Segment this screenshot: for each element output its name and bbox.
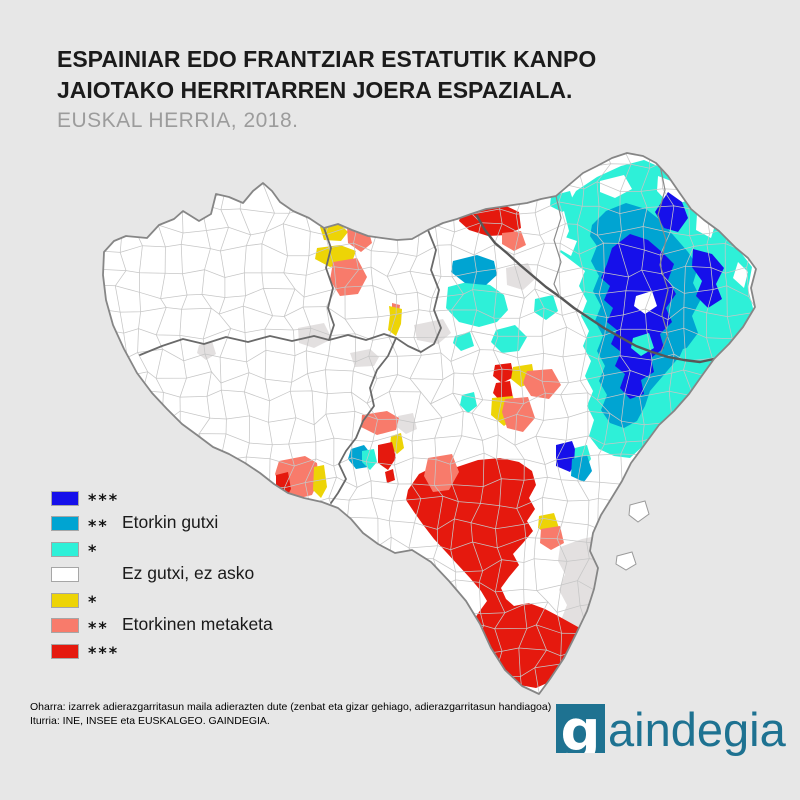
legend: *** ** Etorkin gutxi * Ez gutxi, ez asko * ** E… <box>51 487 311 667</box>
title-block: ESPAINIAR EDO FRANTZIAR ESTATUTIK KANPO … <box>57 44 596 133</box>
legend-row: * <box>51 589 96 611</box>
footer-source-line: Iturria: INE, INSEE eta EUSKALGEO. GAIND… <box>30 714 270 727</box>
legend-row: Ez gutxi, ez asko <box>51 563 254 586</box>
legend-stars: ** <box>88 515 109 535</box>
page-subtitle: EUSKAL HERRIA, 2018. <box>57 109 299 132</box>
footer-notes: Oharra: izarrek adierazgarritasun maila … <box>30 701 551 728</box>
enclave <box>615 551 637 571</box>
gaindegia-logo: g aindegia <box>556 704 786 755</box>
legend-stars: *** <box>88 490 120 509</box>
legend-row: ** Etorkinen metaketa <box>51 614 273 637</box>
legend-row: *** <box>51 487 117 509</box>
legend-row: ** Etorkin gutxi <box>51 512 218 535</box>
legend-stars: *** <box>88 643 120 662</box>
legend-swatch <box>51 567 79 582</box>
page-title-line2: JAIOTAKO HERRITARREN JOERA ESPAZIALA. <box>57 77 573 103</box>
logo-square: g <box>556 704 605 753</box>
legend-swatch <box>51 516 79 531</box>
legend-swatch <box>51 592 79 608</box>
page-title-line1: ESPAINIAR EDO FRANTZIAR ESTATUTIK KANPO <box>57 46 597 72</box>
enclave <box>628 500 650 523</box>
legend-label: Etorkinen metaketa <box>122 613 273 634</box>
footer-note-line: Oharra: izarrek adierazgarritasun maila … <box>30 701 552 713</box>
logo-g-letter: g <box>560 704 601 753</box>
legend-swatch <box>51 643 79 659</box>
legend-swatch <box>51 618 79 633</box>
legend-stars: * <box>88 592 99 611</box>
logo-wordmark: aindegia <box>608 703 786 756</box>
legend-label: Etorkin gutxi <box>122 511 219 532</box>
legend-row: *** <box>51 640 117 662</box>
legend-swatch <box>51 490 79 506</box>
legend-swatch <box>51 541 79 557</box>
legend-row: * <box>51 538 96 560</box>
legend-stars: * <box>88 541 99 560</box>
legend-stars: ** <box>88 617 109 637</box>
legend-label: Ez gutxi, ez asko <box>122 562 255 583</box>
